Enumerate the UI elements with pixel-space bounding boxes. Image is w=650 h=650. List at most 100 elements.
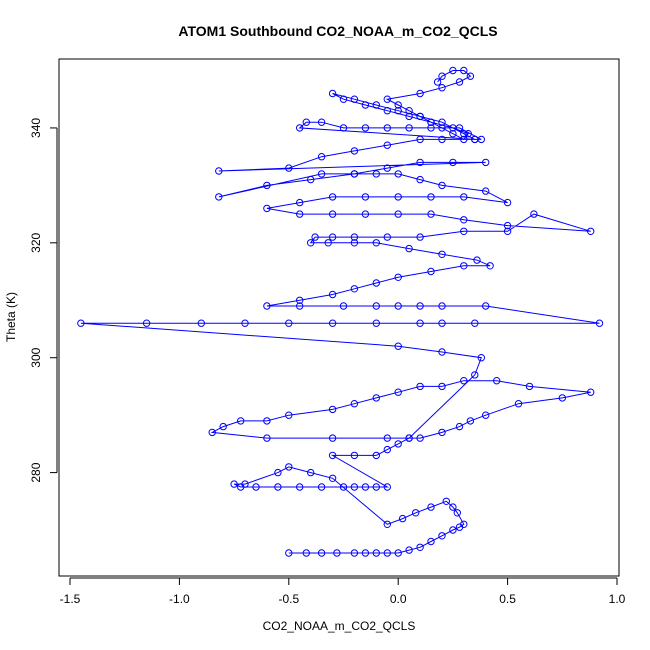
data-point bbox=[493, 377, 501, 385]
data-point bbox=[438, 124, 446, 132]
x-tick-label: 0.5 bbox=[499, 592, 516, 606]
data-point bbox=[405, 107, 413, 115]
data-point bbox=[328, 434, 337, 442]
y-tick-label: 320 bbox=[29, 232, 43, 252]
data-point bbox=[473, 256, 481, 264]
data-point bbox=[405, 112, 413, 121]
data-point bbox=[482, 302, 490, 310]
data-point bbox=[361, 193, 370, 201]
data-point bbox=[455, 422, 464, 431]
data-point bbox=[482, 158, 490, 167]
series-0 bbox=[77, 66, 604, 557]
data-point bbox=[449, 124, 457, 132]
data-point bbox=[471, 319, 479, 327]
data-point bbox=[466, 417, 475, 425]
data-point bbox=[328, 233, 337, 241]
data-point bbox=[453, 509, 461, 517]
data-point bbox=[427, 503, 435, 511]
data-point bbox=[514, 400, 523, 408]
data-point bbox=[372, 451, 380, 460]
y-tick-label: 280 bbox=[29, 462, 43, 482]
data-point bbox=[405, 434, 413, 442]
data-point bbox=[433, 78, 442, 86]
data-point bbox=[416, 158, 424, 167]
data-point bbox=[438, 72, 446, 80]
data-point bbox=[372, 549, 380, 557]
data-point bbox=[427, 537, 435, 546]
data-point bbox=[438, 181, 446, 190]
data-point bbox=[438, 250, 446, 259]
data-point bbox=[296, 483, 304, 491]
data-point bbox=[460, 193, 468, 201]
data-point bbox=[311, 233, 319, 241]
data-point bbox=[197, 319, 206, 327]
data-point bbox=[307, 175, 315, 184]
data-point bbox=[263, 417, 271, 425]
data-point bbox=[296, 210, 304, 218]
data-point bbox=[263, 204, 271, 213]
data-point bbox=[285, 549, 293, 557]
data-point bbox=[427, 193, 435, 201]
data-point bbox=[477, 354, 485, 362]
y-axis: 280 300 320 340 bbox=[29, 118, 58, 483]
data-point bbox=[307, 239, 315, 247]
data-point bbox=[486, 262, 494, 270]
data-point bbox=[394, 107, 402, 115]
data-point bbox=[587, 227, 595, 236]
data-point bbox=[394, 440, 402, 448]
data-point bbox=[285, 463, 293, 471]
data-point bbox=[416, 302, 424, 310]
data-point bbox=[460, 135, 468, 144]
data-point bbox=[438, 302, 446, 310]
data-point bbox=[252, 483, 260, 491]
data-point bbox=[455, 78, 464, 86]
data-point bbox=[558, 394, 566, 402]
data-point bbox=[328, 290, 337, 299]
data-point bbox=[361, 124, 370, 132]
data-point bbox=[372, 319, 380, 327]
data-point bbox=[398, 514, 407, 523]
data-point bbox=[503, 198, 512, 207]
data-point bbox=[383, 445, 391, 454]
data-point bbox=[525, 382, 534, 391]
data-point bbox=[372, 101, 380, 109]
data-point bbox=[503, 221, 512, 230]
data-point bbox=[372, 302, 380, 310]
data-point bbox=[438, 135, 446, 144]
data-point bbox=[460, 216, 468, 224]
data-point bbox=[427, 267, 435, 276]
data-point bbox=[587, 388, 595, 396]
data-point bbox=[416, 382, 424, 391]
series-line bbox=[80, 70, 600, 554]
data-point bbox=[427, 118, 435, 126]
data-point bbox=[482, 187, 490, 195]
data-point bbox=[230, 480, 238, 488]
data-point bbox=[383, 233, 391, 241]
data-point bbox=[215, 193, 223, 201]
data-point bbox=[350, 170, 359, 178]
data-point bbox=[328, 210, 337, 218]
data-point bbox=[263, 434, 271, 442]
data-point bbox=[317, 483, 326, 491]
plot-frame bbox=[58, 58, 620, 577]
data-point bbox=[438, 428, 446, 437]
data-point bbox=[394, 170, 402, 178]
data-point bbox=[416, 233, 424, 241]
series-layer bbox=[77, 66, 604, 557]
data-point bbox=[302, 118, 310, 126]
data-point bbox=[460, 377, 468, 385]
data-point bbox=[372, 239, 380, 247]
x-tick-label: 1.0 bbox=[609, 592, 626, 606]
data-point bbox=[350, 451, 359, 460]
data-point bbox=[416, 89, 424, 98]
data-point bbox=[350, 400, 359, 408]
data-point bbox=[296, 302, 304, 310]
data-point bbox=[285, 164, 293, 172]
data-point bbox=[503, 227, 512, 236]
data-point bbox=[471, 135, 479, 144]
data-point bbox=[405, 124, 413, 132]
data-point bbox=[460, 66, 468, 75]
data-point bbox=[361, 549, 370, 557]
data-point bbox=[438, 84, 446, 92]
